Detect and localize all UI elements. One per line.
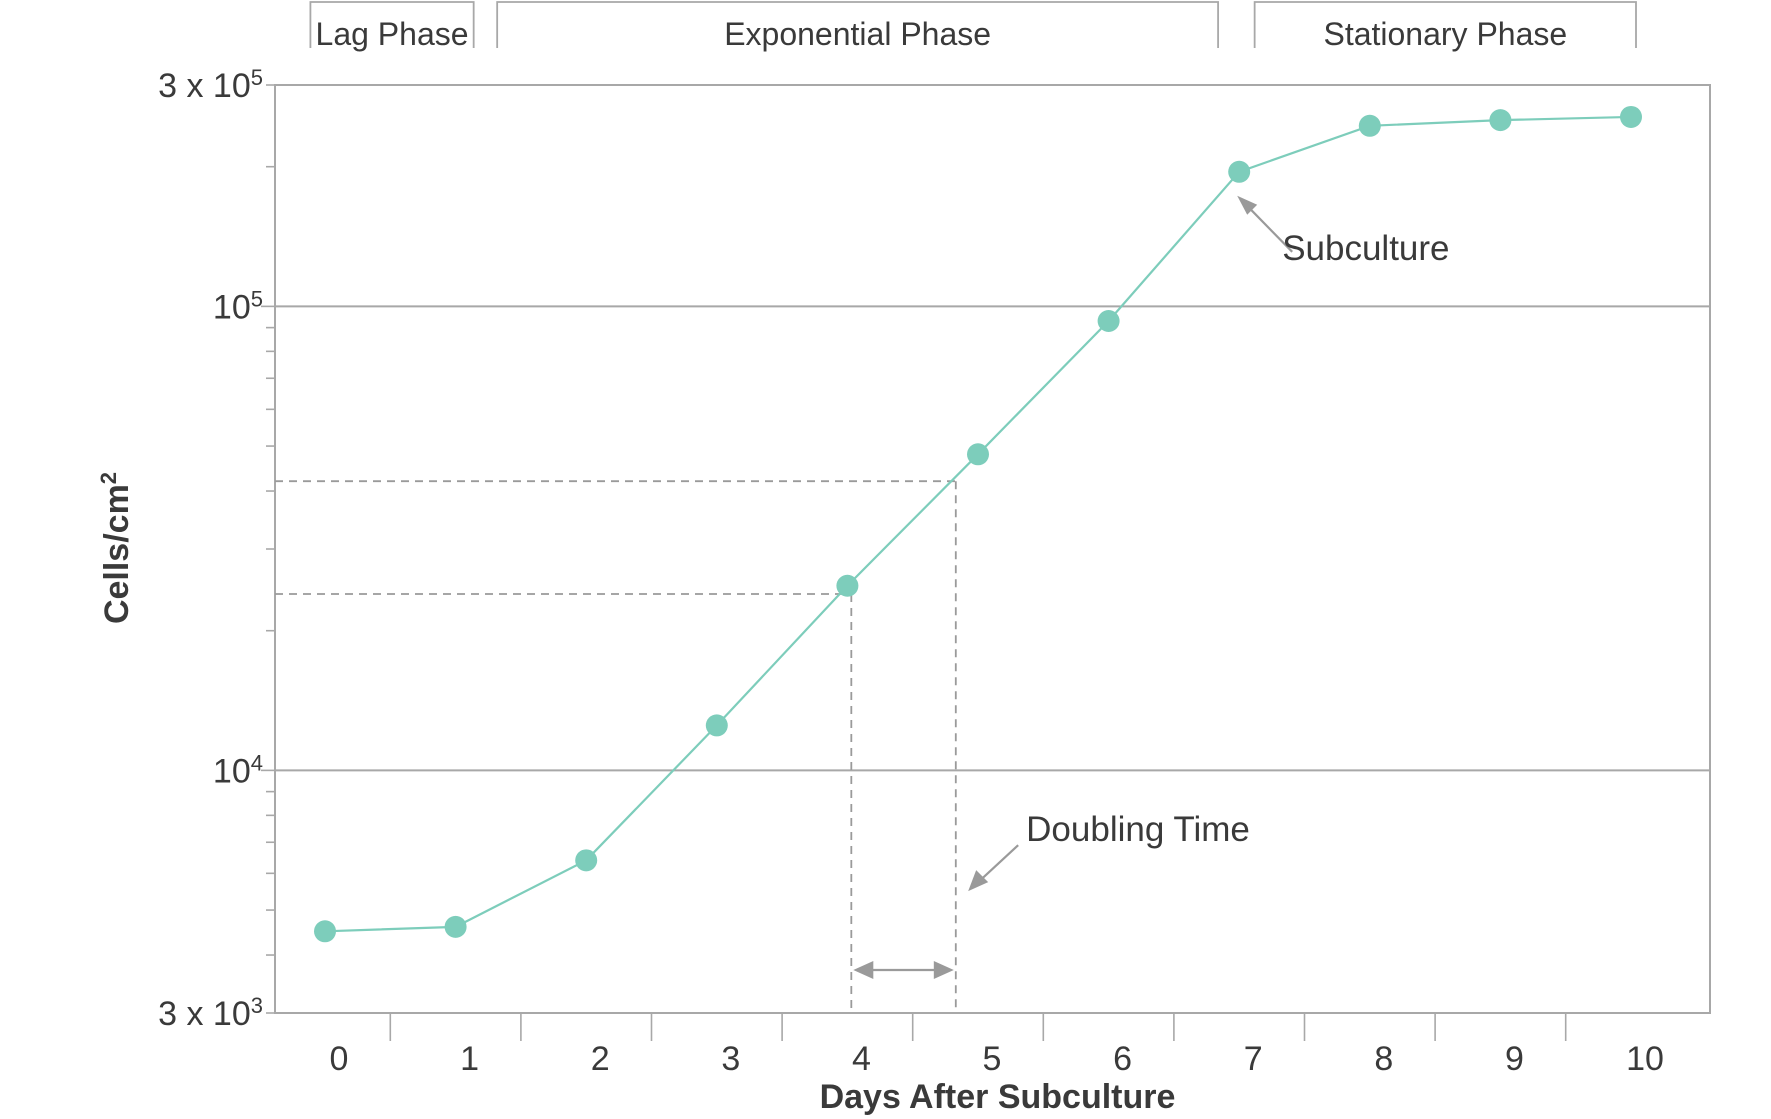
data-point — [1097, 310, 1120, 333]
doubling-time-pointer-head — [968, 870, 989, 892]
y-tick-exponent: 5 — [251, 65, 263, 90]
data-point — [1489, 109, 1512, 132]
data-point — [444, 915, 467, 938]
doubling-time-arrow-right — [933, 961, 954, 979]
phase-label: Exponential Phase — [724, 16, 991, 52]
x-tick-label: 8 — [1374, 1040, 1393, 1078]
doubling-time-guides — [275, 480, 957, 1013]
data-points — [314, 105, 1642, 943]
y-tick-label: 105 — [213, 286, 263, 327]
y-axis-title: Cells/cm2 — [96, 472, 137, 624]
plot-frame — [274, 84, 1711, 1014]
subculture-label: Subculture — [1282, 229, 1449, 268]
y-tick-label: 104 — [213, 750, 263, 791]
data-point — [836, 574, 859, 597]
data-point — [705, 714, 728, 737]
phase-label: Stationary Phase — [1323, 16, 1567, 52]
y-tick-label: 3 x 103 — [158, 993, 263, 1034]
y-tick-label: 3 x 105 — [158, 65, 263, 106]
doubling-time-arrow-left — [853, 961, 874, 979]
x-tick-label: 4 — [852, 1040, 871, 1078]
x-tick-label: 1 — [460, 1040, 479, 1078]
subculture-arrow-shaft — [1244, 203, 1293, 253]
phase-label: Lag Phase — [316, 16, 469, 52]
x-tick-label: 3 — [721, 1040, 740, 1078]
x-axis-ticks: 0 1 2 3 4 5 6 7 8 9 10 — [330, 1013, 1664, 1078]
x-tick-label: 2 — [591, 1040, 610, 1078]
x-tick-label: 5 — [983, 1040, 1002, 1078]
y-tick-exponent: 5 — [251, 286, 263, 311]
y-tick-base: 10 — [213, 752, 251, 790]
y-tick-base: 3 x 10 — [158, 67, 251, 105]
phase-bracket — [309, 1, 475, 48]
annotations: Subculture Doubling Time — [968, 195, 1450, 892]
x-tick-label: 6 — [1113, 1040, 1132, 1078]
data-point — [1620, 105, 1642, 128]
y-axis-title-superscript: 2 — [96, 472, 121, 484]
x-tick-label: 7 — [1244, 1040, 1263, 1078]
doubling-time-pointer-shaft — [977, 844, 1019, 883]
y-tick-base: 10 — [213, 288, 251, 326]
data-point — [1358, 114, 1381, 137]
data-point — [1228, 160, 1251, 183]
grid-lines — [275, 305, 1710, 772]
y-tick-exponent: 4 — [251, 750, 263, 775]
y-tick-base: 3 x 10 — [158, 995, 251, 1033]
y-axis-title-text: Cells/cm — [98, 484, 136, 624]
doubling-time-label: Doubling Time — [1026, 810, 1250, 849]
y-tick-exponent: 3 — [251, 993, 263, 1018]
phase-bracket — [496, 1, 1219, 48]
data-point — [314, 920, 336, 943]
phase-brackets: Lag Phase Exponential Phase Stationary Pha… — [309, 1, 1637, 52]
x-axis-title: Days After Subculture — [820, 1078, 1176, 1116]
phase-bracket — [1253, 1, 1637, 48]
data-point — [967, 443, 989, 466]
data-point — [575, 849, 598, 872]
x-tick-label: 10 — [1626, 1040, 1664, 1078]
x-tick-label: 0 — [330, 1040, 349, 1078]
subculture-arrow-head — [1237, 195, 1258, 215]
x-tick-label: 9 — [1505, 1040, 1524, 1078]
